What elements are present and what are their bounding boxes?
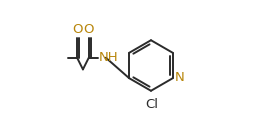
Text: NH: NH <box>99 51 118 64</box>
Text: N: N <box>175 71 185 84</box>
Text: Cl: Cl <box>145 98 158 111</box>
Text: O: O <box>72 23 82 36</box>
Text: O: O <box>84 23 94 36</box>
